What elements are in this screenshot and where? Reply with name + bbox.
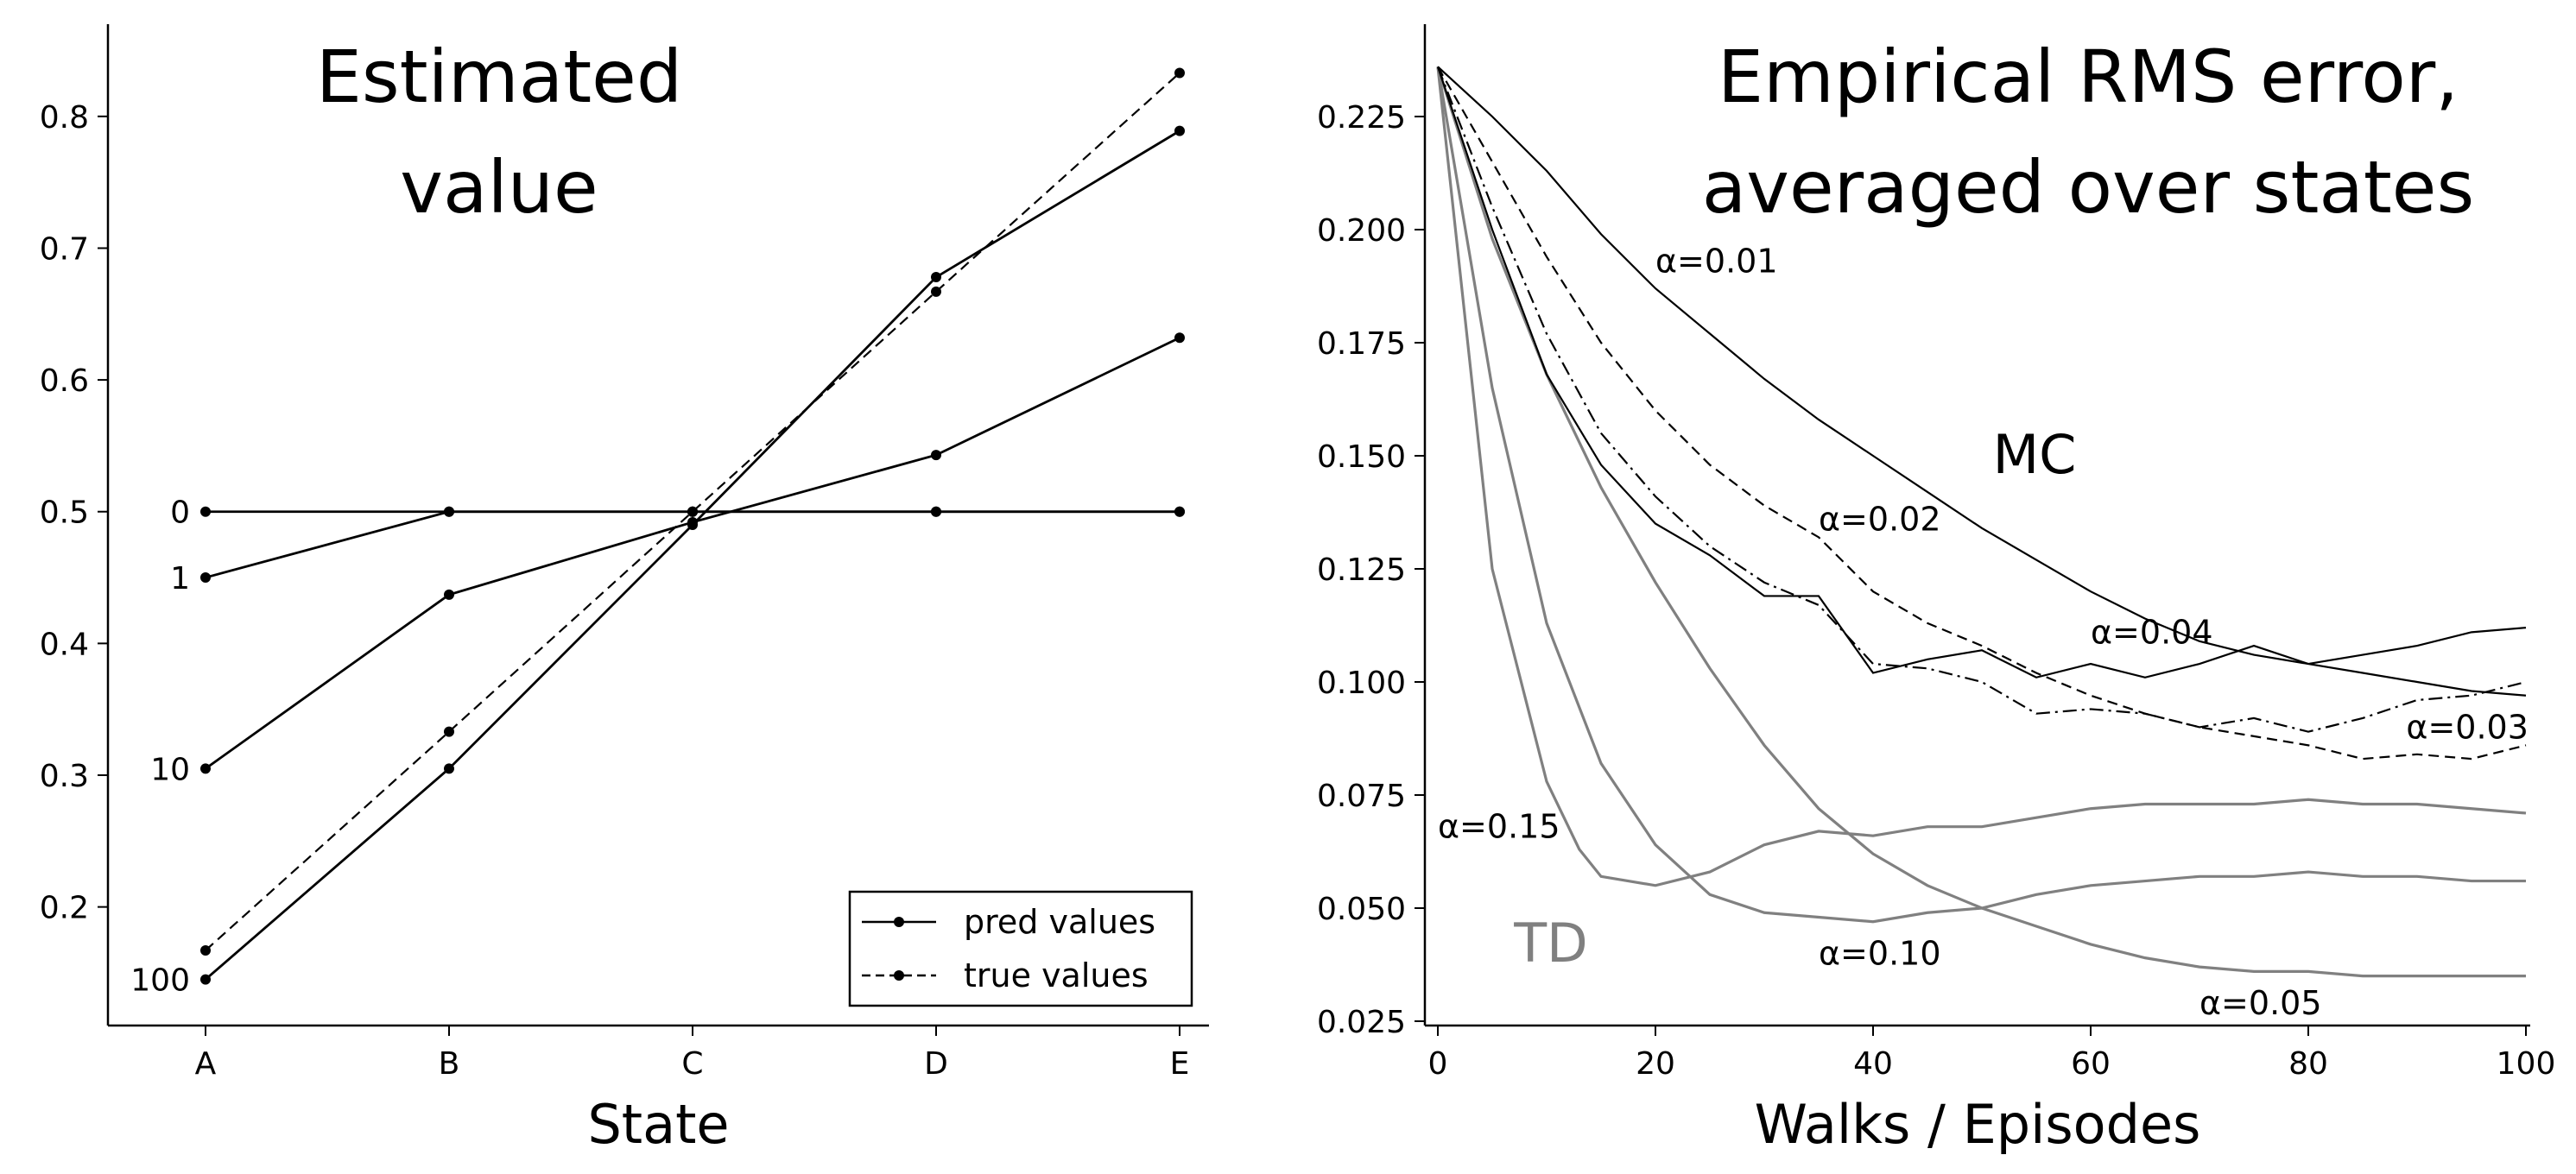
y-tick-label: 0.2	[40, 891, 89, 926]
mc-group-label: MC	[1993, 423, 2077, 486]
series-label-0: 0	[170, 495, 190, 531]
estimated-value-panel: 0.2 0.3 0.4 0.5 0.6 0.7 0.8 A B C D E State Estimated…	[40, 24, 1209, 1156]
alpha-annotation: α=0.01	[1655, 243, 1778, 281]
legend-label: pred values	[964, 903, 1155, 941]
data-point	[200, 763, 211, 774]
x-axis-label: State	[587, 1093, 729, 1156]
y-tick-label: 0.200	[1317, 213, 1406, 249]
series-label-1: 1	[170, 561, 190, 596]
legend: pred values true values	[848, 890, 1193, 1007]
x-tick-label: E	[1170, 1046, 1190, 1082]
x-tick-label: 100	[2497, 1046, 2556, 1082]
y-tick-label: 0.8	[40, 100, 89, 136]
x-tick-label: 80	[2288, 1046, 2328, 1082]
data-point	[687, 520, 698, 530]
y-tick-label: 0.175	[1317, 326, 1406, 362]
data-point	[931, 272, 941, 283]
pred-values-line	[205, 129, 1180, 981]
alpha-annotation: α=0.03	[2406, 708, 2529, 746]
y-tick-label: 0.7	[40, 231, 89, 267]
td-alpha-0-10-line	[1436, 66, 2526, 924]
td-group-label: TD	[1513, 912, 1588, 975]
true-values-line	[205, 72, 1180, 951]
y-tick-label: 0.150	[1317, 439, 1406, 475]
y-tick-label: 0.6	[40, 363, 89, 399]
alpha-annotation: α=0.10	[1819, 934, 1941, 972]
mc-alpha-0-04-line	[1436, 66, 2527, 679]
legend-marker	[894, 917, 904, 927]
data-point	[444, 506, 454, 517]
x-tick-label: 60	[2071, 1046, 2111, 1082]
x-tick-label: 40	[1853, 1046, 1893, 1082]
y-tick-label: 0.5	[40, 495, 89, 531]
x-tick-label: A	[195, 1046, 217, 1082]
x-axis-label: Walks / Episodes	[1755, 1093, 2201, 1156]
chart-title-line: averaged over states	[1702, 145, 2474, 230]
data-point	[687, 506, 698, 517]
data-point	[444, 589, 454, 600]
x-tick-label: D	[924, 1046, 948, 1082]
y-tick-label: 0.125	[1317, 552, 1406, 588]
data-point	[1174, 506, 1185, 517]
rms-error-panel: 0.025 0.050 0.075 0.100 0.125 0.150 0.175 0.200…	[1317, 24, 2555, 1156]
alpha-annotation: α=0.15	[1438, 808, 1560, 846]
data-point	[200, 945, 211, 956]
x-tick-label: B	[439, 1046, 460, 1082]
alpha-annotation: α=0.02	[1819, 500, 1941, 538]
x-tick-label: 0	[1428, 1046, 1448, 1082]
chart-title-line: Empirical RMS error,	[1718, 35, 2459, 119]
data-point	[200, 506, 211, 517]
data-point	[931, 506, 941, 517]
y-tick-label: 0.025	[1317, 1005, 1406, 1040]
mc-alpha-0-02-line	[1437, 66, 2527, 761]
chart-title-line: Estimated	[316, 35, 682, 119]
data-point	[1174, 67, 1185, 79]
legend-box	[848, 890, 1193, 1007]
y-tick-label: 0.225	[1317, 100, 1406, 136]
alpha-annotation: α=0.04	[2091, 613, 2213, 651]
data-point	[444, 763, 454, 774]
x-tick-label: C	[681, 1046, 703, 1082]
y-tick-label: 0.100	[1317, 666, 1406, 701]
chart-title-line: value	[400, 145, 598, 230]
legend-label: true values	[964, 956, 1149, 994]
pred-values-line	[205, 337, 1180, 770]
y-tick-label: 0.050	[1317, 892, 1406, 927]
legend-marker	[894, 970, 904, 981]
mc-alpha-0-03-line	[1436, 66, 2527, 733]
data-point	[1174, 332, 1185, 344]
data-point	[1174, 125, 1185, 136]
data-point	[200, 974, 211, 985]
data-point	[200, 572, 211, 584]
series-label-10: 10	[150, 752, 190, 787]
y-tick-label: 0.075	[1317, 779, 1406, 814]
alpha-annotation: α=0.05	[2199, 984, 2322, 1022]
mc-alpha-0-01-line	[1437, 66, 2527, 697]
data-point	[931, 286, 941, 297]
series-label-100: 100	[130, 963, 190, 999]
data-point	[931, 450, 941, 461]
x-tick-label: 20	[1636, 1046, 1675, 1082]
td-alpha-0-15-line	[1436, 66, 2527, 887]
data-point	[444, 726, 454, 737]
y-tick-label: 0.3	[40, 759, 89, 794]
y-tick-label: 0.4	[40, 627, 89, 662]
